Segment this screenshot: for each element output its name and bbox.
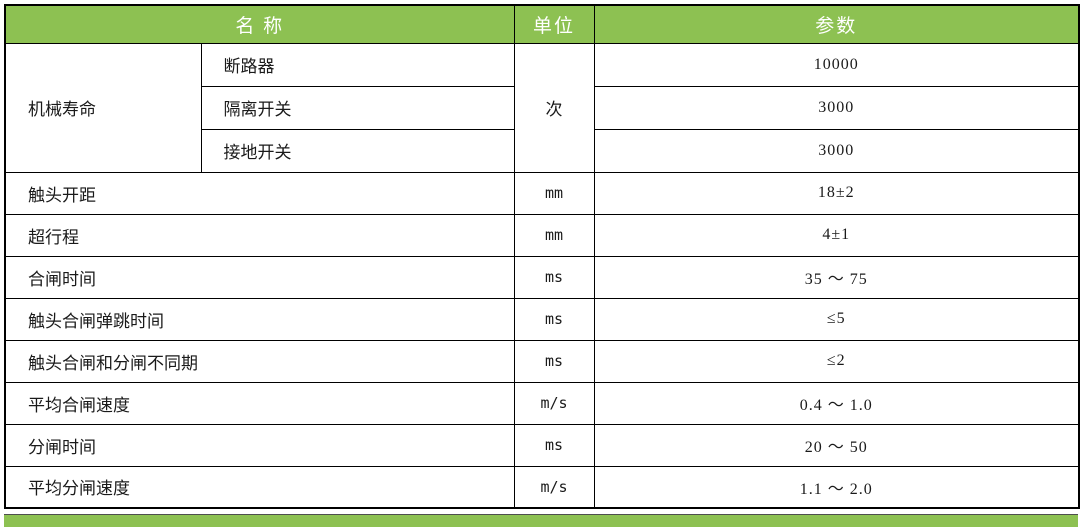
row-unit-cell: m/s <box>513 381 595 425</box>
param-value-cell: 20 ～ 50 <box>593 423 1080 467</box>
row-name-cell: 触头合闸弹跳时间 <box>4 297 515 341</box>
row-name-cell: 触头合闸和分闸不同期 <box>4 339 515 383</box>
table-row: 分闸时间 ms 20 ～ 50 <box>4 423 1080 467</box>
sub-name-cell: 断路器 <box>200 42 515 87</box>
row-name-cell: 合闸时间 <box>4 255 515 299</box>
row-unit-cell: ms <box>513 423 595 467</box>
row-name-cell: 分闸时间 <box>4 423 515 467</box>
spec-table: 名 称 单位 参数 机械寿命 断路器 次 10000 隔离开关 3000 接地开… <box>4 4 1081 509</box>
param-value-cell: ≤5 <box>593 297 1080 341</box>
row-unit-cell: m/s <box>513 465 595 509</box>
row-unit-cell: mm <box>513 213 595 257</box>
header-cell-name: 名 称 <box>4 4 515 44</box>
param-value-cell: 3000 <box>593 128 1080 173</box>
table-row: 触头合闸弹跳时间 ms ≤5 <box>4 297 1080 341</box>
table-row: 合闸时间 ms 35 ～ 75 <box>4 255 1080 299</box>
row-unit-cell: ms <box>513 297 595 341</box>
table-row: 触头开距 mm 18±2 <box>4 171 1080 215</box>
mech-life-group-cell: 机械寿命 <box>4 42 202 173</box>
table-row: 超行程 mm 4±1 <box>4 213 1080 257</box>
param-value-cell: 35 ～ 75 <box>593 255 1080 299</box>
sub-name-cell: 隔离开关 <box>200 85 515 130</box>
next-table-header-strip <box>4 514 1078 527</box>
sub-name-cell: 接地开关 <box>200 128 515 173</box>
table-row: 接地开关 3000 <box>5 128 1080 173</box>
param-value-cell: ≤2 <box>593 339 1080 383</box>
param-value-cell: 3000 <box>593 85 1080 130</box>
param-value-cell: 18±2 <box>593 171 1080 215</box>
row-unit-cell: mm <box>513 171 595 215</box>
param-value-cell: 4±1 <box>593 213 1080 257</box>
table-header-row: 名 称 单位 参数 <box>4 4 1080 44</box>
param-value-cell: 1.1 ～ 2.0 <box>593 465 1080 509</box>
row-name-cell: 超行程 <box>4 213 515 257</box>
table-row: 触头合闸和分闸不同期 ms ≤2 <box>4 339 1080 383</box>
param-value-cell: 10000 <box>593 42 1080 87</box>
header-cell-unit: 单位 <box>513 4 595 44</box>
table-row: 平均合闸速度 m/s 0.4 ～ 1.0 <box>4 381 1080 425</box>
row-unit-cell: ms <box>513 339 595 383</box>
param-value-cell: 0.4 ～ 1.0 <box>593 381 1080 425</box>
header-cell-param: 参数 <box>593 4 1080 44</box>
table-row: 隔离开关 3000 <box>5 85 1080 130</box>
mech-life-unit-cell: 次 <box>513 42 595 173</box>
table-row: 平均分闸速度 m/s 1.1 ～ 2.0 <box>4 465 1080 509</box>
table-row: 机械寿命 断路器 次 10000 <box>4 42 1080 173</box>
row-name-cell: 平均合闸速度 <box>4 381 515 425</box>
row-unit-cell: ms <box>513 255 595 299</box>
row-name-cell: 触头开距 <box>4 171 515 215</box>
row-name-cell: 平均分闸速度 <box>4 465 515 509</box>
